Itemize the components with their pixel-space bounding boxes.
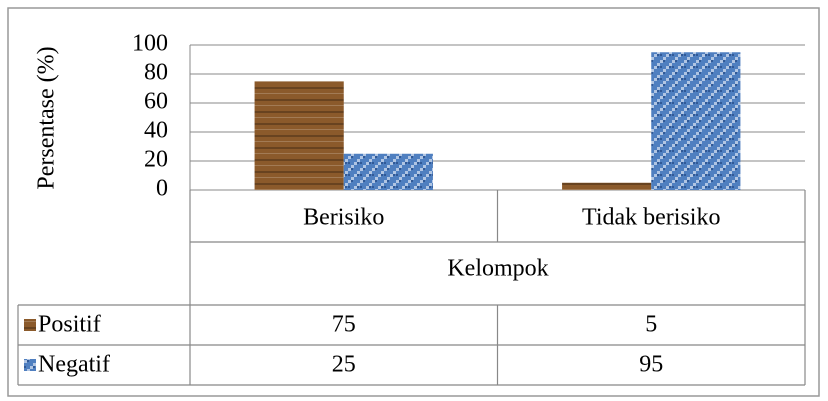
x-tick-label: Tidak berisiko (582, 205, 720, 231)
table-value: 75 (332, 312, 356, 338)
y-tick-label: 40 (144, 118, 168, 144)
legend-label: Negatif (38, 352, 110, 378)
bar (562, 182, 652, 190)
y-tick-label: 20 (144, 147, 168, 173)
y-tick-label: 100 (132, 31, 168, 57)
bar (254, 81, 344, 190)
chart-border (7, 7, 820, 397)
table-value: 25 (332, 352, 356, 378)
table-value: 95 (639, 352, 663, 378)
y-tick-label: 0 (156, 176, 168, 202)
legend-label: Positif (38, 312, 101, 338)
legend-swatch (24, 319, 36, 331)
bar (651, 52, 741, 190)
bar (343, 153, 433, 190)
legend-swatch (24, 359, 36, 371)
table-value: 5 (645, 312, 657, 338)
y-tick-label: 80 (144, 60, 168, 86)
y-tick-label: 60 (144, 89, 168, 115)
y-axis-label: Persentase (%) (34, 46, 60, 189)
x-axis-label: Kelompok (447, 256, 548, 282)
x-tick-label: Berisiko (303, 205, 384, 231)
